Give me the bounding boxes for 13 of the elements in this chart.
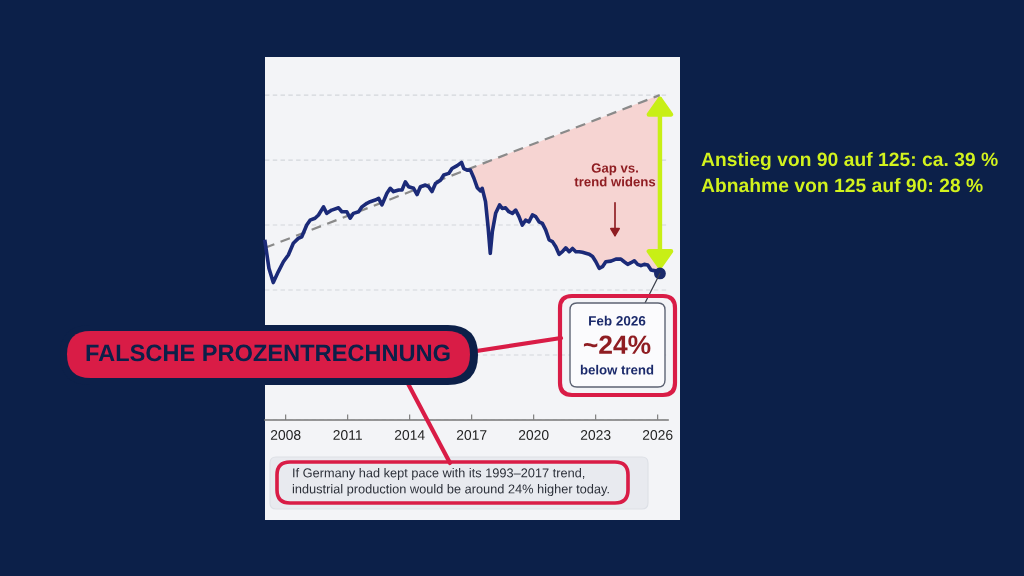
text: If Germany had kept pace with its 1993–2017 trend, industrial production would be around 24% higher today. — [292, 468, 609, 496]
x-tick-label: 2014 — [394, 430, 425, 440]
x-tick-label: 2023 — [580, 430, 611, 440]
x-tick-label: 2011 — [333, 430, 362, 440]
x-tick-label: 2020 — [518, 430, 549, 440]
annotation: Feb 2026 ~24% below trend — [580, 315, 654, 375]
x-tick-label: 2017 — [456, 430, 487, 440]
text: Abnahme von 125 auf 90: 28 % — [701, 178, 983, 193]
annotation: FALSCHE PROZENTRECHNUNG — [86, 344, 450, 362]
x-tick-label: 2026 — [642, 430, 673, 440]
text: Anstieg von 90 auf 125: ca. 39 % — [701, 151, 998, 171]
annotation: Gap vs. trend widens — [574, 163, 656, 187]
x-tick-label: 2008 — [270, 430, 301, 440]
